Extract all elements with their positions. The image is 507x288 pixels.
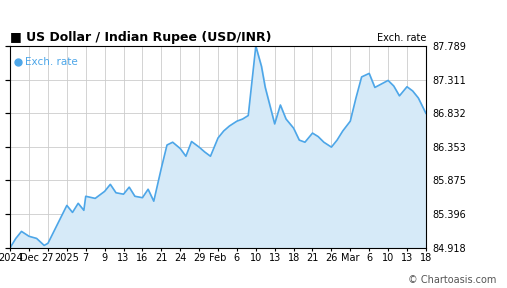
Text: © Chartoasis.com: © Chartoasis.com bbox=[409, 275, 497, 285]
Text: Exch. rate: Exch. rate bbox=[377, 33, 426, 43]
Text: ■ US Dollar / Indian Rupee (USD/INR): ■ US Dollar / Indian Rupee (USD/INR) bbox=[10, 31, 272, 43]
Legend: Exch. rate: Exch. rate bbox=[15, 57, 78, 67]
